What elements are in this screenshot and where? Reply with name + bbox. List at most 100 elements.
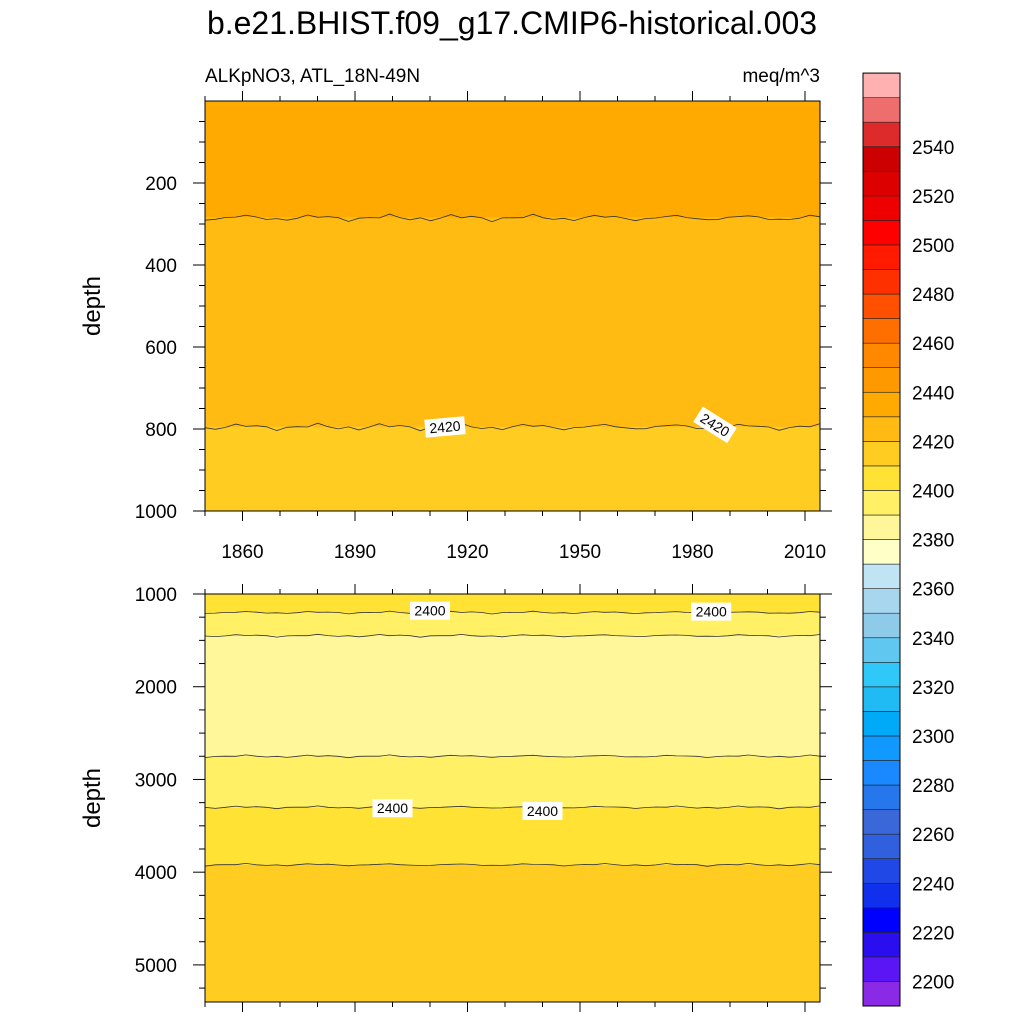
x-tick-label: 2010: [784, 542, 826, 563]
colorbar-segment: [862, 760, 901, 786]
plot-frame: [204, 593, 821, 1003]
colorbar-segment: [862, 833, 901, 860]
contour-band: [205, 612, 820, 636]
colorbar-label: 2400: [912, 481, 954, 502]
contour-label-text: 2400: [527, 803, 558, 819]
colorbar-label: 2500: [912, 236, 954, 257]
y-tick-label: 3000: [135, 770, 177, 791]
contour-label: 2400: [410, 601, 450, 620]
contour-label: 2400: [691, 602, 732, 621]
y-tick-label: 1000: [135, 502, 177, 523]
colorbar-segment: [862, 907, 901, 933]
units-label: meq/m^3: [742, 66, 820, 87]
contour-band: [205, 217, 820, 427]
colorbar-label: 2360: [912, 580, 954, 601]
x-tick-label: 1950: [559, 542, 601, 563]
colorbar-segment: [862, 735, 901, 761]
contour-line: [204, 213, 821, 223]
variable-label: ALKpNO3, ATL_18N-49N: [205, 66, 420, 87]
contour-line: [204, 805, 821, 810]
contour-band: [205, 635, 820, 757]
y-axis-label: depth: [79, 276, 106, 336]
colorbar-label: 2380: [912, 531, 954, 552]
contour-band: [205, 101, 820, 218]
contour-band: [205, 864, 820, 1002]
colorbar-label: 2260: [912, 825, 954, 846]
colorbar-segment: [862, 563, 901, 589]
chart-title: b.e21.BHIST.f09_g17.CMIP6-historical.003: [207, 5, 817, 41]
colorbar-segment: [862, 72, 901, 98]
y-tick-label: 200: [145, 174, 177, 195]
contour-line: [204, 754, 821, 759]
colorbar-label: 2200: [912, 972, 954, 993]
y-axis-label: depth: [79, 768, 106, 828]
colorbar-segment: [862, 711, 901, 737]
x-tick-label: 1860: [221, 542, 263, 563]
y-tick-label: 5000: [135, 956, 177, 977]
colorbar-label: 2540: [912, 138, 954, 159]
y-tick-label: 800: [145, 420, 177, 441]
contour-band: [205, 426, 820, 511]
colorbar-label: 2320: [912, 678, 954, 699]
colorbar-label: 2420: [912, 432, 954, 453]
colorbar-label: 2280: [912, 776, 954, 797]
x-tick-label: 1890: [334, 542, 376, 563]
colorbar-segment: [862, 932, 901, 958]
contour-line: [204, 633, 821, 638]
colorbar-segment: [862, 858, 901, 884]
colorbar-segment: [862, 146, 901, 172]
y-tick-label: 600: [145, 338, 177, 359]
colorbar-segment: [862, 539, 901, 565]
colorbar-segment: [862, 956, 901, 982]
colorbar-segment: [862, 784, 901, 810]
colorbar-label: 2220: [912, 923, 954, 944]
contour-band: [205, 756, 820, 808]
colorbar-segment: [862, 97, 901, 123]
colorbar-label: 2300: [912, 727, 954, 748]
y-tick-label: 1000: [135, 585, 177, 606]
colorbar-segment: [862, 612, 901, 639]
colorbar-segment: [862, 367, 901, 393]
contour-line: [204, 862, 821, 867]
colorbar-segment: [862, 121, 901, 148]
colorbar-segment: [862, 686, 901, 712]
colorbar-segment: [862, 269, 901, 295]
colorbar-segment: [862, 661, 901, 688]
colorbar-segment: [862, 981, 901, 1007]
colorbar-segment: [862, 416, 901, 442]
contour-label: 2420: [424, 416, 466, 438]
panel-lower: 2400 2400 2400 2400 1000 2000 3000 4000 5000 dept…: [79, 584, 832, 1012]
colorbar-label: 2440: [912, 383, 954, 404]
contour-label-text: 2400: [377, 800, 408, 816]
colorbar-label: 2480: [912, 285, 954, 306]
colorbar-label: 2460: [912, 334, 954, 355]
colorbar-segment: [862, 465, 901, 491]
colorbar-segment: [862, 220, 901, 246]
colorbar-segment: [862, 318, 901, 344]
contour-label: 2400: [372, 799, 413, 818]
colorbar-segment: [862, 171, 901, 197]
x-tick-label: 1980: [671, 542, 713, 563]
colorbar-segment: [862, 514, 901, 540]
colorbar-segment: [862, 588, 901, 614]
colorbar-segment: [862, 490, 901, 516]
colorbar-segment: [862, 391, 901, 418]
x-tick-label: 1920: [446, 542, 488, 563]
colorbar-segment: [862, 441, 901, 467]
colorbar-segment: [862, 342, 901, 368]
colorbar-segment: [862, 195, 901, 221]
colorbar-segment: [862, 809, 901, 835]
colorbar-label: 2520: [912, 187, 954, 208]
y-tick-label: 400: [145, 256, 177, 277]
colorbar-segment: [862, 244, 901, 270]
y-tick-label: 4000: [135, 863, 177, 884]
contour-label-text: 2400: [414, 603, 445, 619]
colorbar-frame: [862, 72, 901, 1007]
contour-band: [205, 594, 820, 613]
colorbar-label: 2240: [912, 874, 954, 895]
contour-band: [205, 807, 820, 865]
colorbar-segment: [862, 882, 901, 909]
contour-label-text: 2420: [429, 418, 462, 437]
